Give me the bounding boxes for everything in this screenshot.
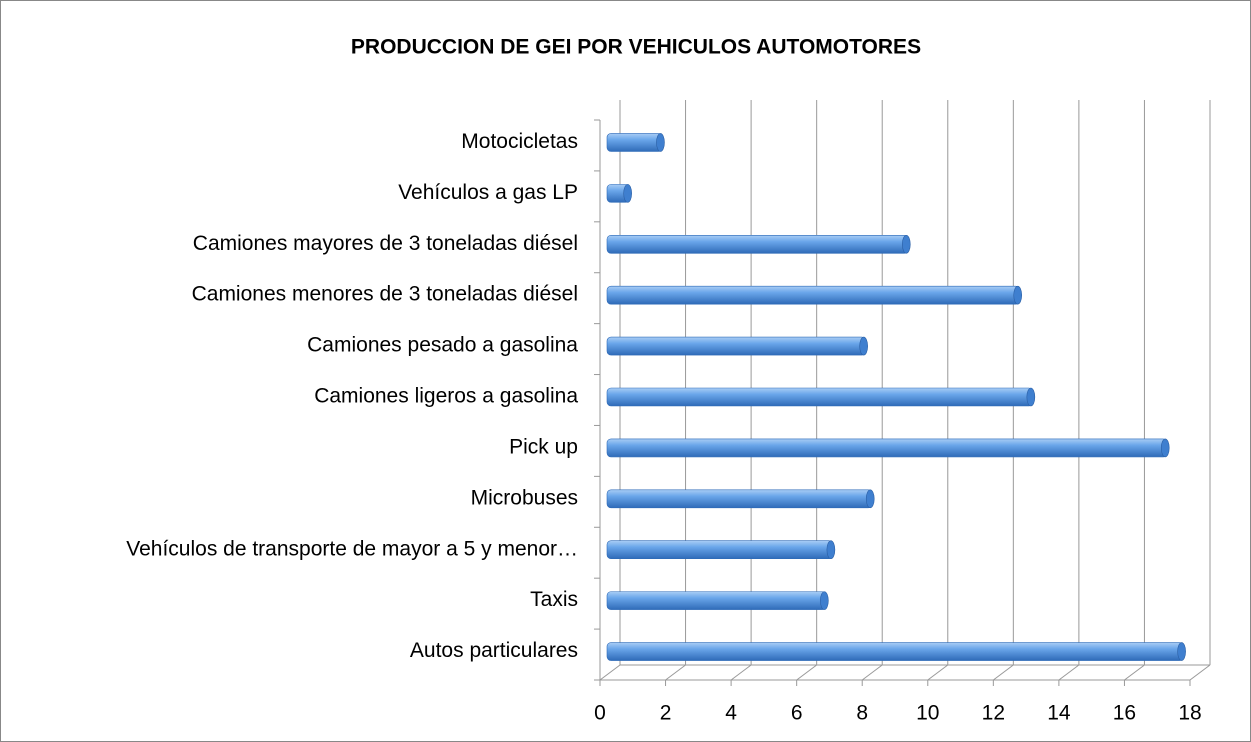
y-tick-label: Microbuses — [471, 486, 578, 509]
grid-line — [927, 664, 949, 681]
x-tick-label: 18 — [1178, 702, 1201, 725]
y-tick-label: Autos particulares — [410, 639, 578, 662]
chart-title: PRODUCCION DE GEI POR VEHICULOS AUTOMOTO… — [351, 36, 921, 59]
x-tick-label: 14 — [1047, 702, 1071, 725]
grid-line — [1189, 664, 1211, 681]
bar — [606, 133, 663, 152]
bar — [606, 387, 1034, 407]
bar — [606, 336, 866, 356]
bar-cap — [826, 540, 836, 560]
bar-cap — [1013, 285, 1023, 305]
bar-cap — [623, 184, 632, 203]
bar — [606, 642, 1184, 661]
x-tick-label: 10 — [916, 702, 939, 725]
grid-line — [993, 664, 1014, 681]
grid-line — [861, 664, 883, 681]
bar — [606, 540, 834, 560]
bar-cap — [1160, 438, 1170, 458]
x-tick-label: 0 — [594, 702, 606, 725]
y-tick-label: Pick up — [509, 435, 578, 458]
y-tick-label: Vehículos de transporte de mayor a 5 y m… — [126, 537, 578, 560]
bar-cap — [901, 234, 911, 254]
grid-line — [1124, 664, 1145, 681]
x-tick-label: 4 — [725, 702, 737, 725]
y-tick-label: Motocicletas — [461, 130, 578, 153]
bar-cap — [1177, 642, 1186, 661]
grid-line — [665, 664, 686, 681]
bar-cap — [820, 591, 829, 610]
plot-area: 0 2 4 6 8 10 12 14 16 18 Autos particulares Taxis Ve… — [126, 100, 1211, 725]
bar-cap — [1026, 387, 1036, 407]
bar-cap — [859, 336, 868, 356]
grid-line — [599, 664, 621, 681]
bar — [606, 285, 1021, 305]
y-tick-label: Camiones ligeros a gasolina — [314, 385, 578, 408]
y-tick-label: Camiones mayores de 3 toneladas diésel — [193, 232, 578, 255]
grid-line — [796, 664, 817, 681]
x-tick-label: 16 — [1113, 702, 1136, 725]
x-tick-label: 8 — [856, 702, 868, 725]
y-tick-label: Vehículos a gas LP — [398, 181, 578, 204]
x-tick-label: 6 — [791, 702, 803, 725]
bar — [606, 489, 873, 509]
bar — [606, 438, 1168, 458]
x-tick-label: 2 — [660, 702, 672, 725]
grid-line — [1058, 664, 1080, 681]
bar-cap — [656, 133, 665, 152]
bar — [606, 234, 909, 254]
y-tick-label: Taxis — [530, 588, 578, 611]
x-tick-label: 12 — [982, 702, 1005, 725]
y-tick-label: Camiones pesado a gasolina — [307, 334, 578, 357]
grid-line — [730, 664, 752, 681]
bar — [606, 591, 827, 610]
bar-cap — [865, 489, 875, 509]
y-tick-label: Camiones menores de 3 toneladas diésel — [192, 283, 578, 306]
